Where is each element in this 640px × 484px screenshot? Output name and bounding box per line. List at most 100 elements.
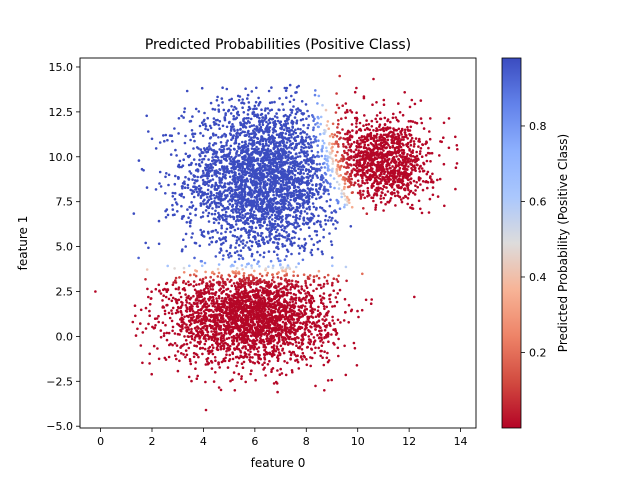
data-point <box>264 196 267 200</box>
data-point <box>207 184 210 187</box>
data-point <box>203 347 207 351</box>
data-point <box>222 154 225 158</box>
data-point <box>234 202 237 205</box>
data-point <box>201 346 205 350</box>
data-point <box>316 144 320 147</box>
data-point <box>188 224 192 228</box>
data-point <box>237 98 241 102</box>
data-point <box>331 149 334 153</box>
data-point <box>267 133 271 137</box>
data-point <box>190 192 194 195</box>
data-point <box>171 329 174 333</box>
data-point <box>151 325 154 329</box>
data-point <box>231 357 235 361</box>
data-point <box>192 174 195 177</box>
data-point <box>188 264 191 268</box>
data-point <box>322 363 326 367</box>
data-point <box>286 137 289 140</box>
data-point <box>184 309 188 313</box>
data-point <box>164 175 167 179</box>
data-point <box>174 148 177 152</box>
data-point <box>311 193 315 196</box>
data-point <box>309 218 313 222</box>
data-point <box>254 185 258 189</box>
data-point <box>157 242 161 246</box>
data-point <box>297 336 300 340</box>
data-point <box>174 174 177 178</box>
data-point <box>308 188 312 191</box>
data-point <box>186 183 190 187</box>
data-point <box>195 269 198 273</box>
data-point <box>182 214 185 218</box>
data-point <box>247 246 250 249</box>
data-point <box>193 185 196 188</box>
data-point <box>299 128 302 131</box>
data-point <box>253 113 257 117</box>
data-point <box>276 369 279 372</box>
data-point <box>236 110 240 114</box>
data-point <box>293 241 296 245</box>
data-point <box>256 140 260 144</box>
data-point <box>169 153 173 156</box>
data-point <box>266 126 270 130</box>
data-point <box>223 237 227 241</box>
data-point <box>305 301 308 305</box>
data-point <box>233 156 236 160</box>
data-point <box>228 358 232 361</box>
data-point <box>252 282 256 286</box>
data-point <box>246 218 249 222</box>
data-point <box>239 254 243 257</box>
data-point <box>279 209 282 212</box>
data-point <box>255 194 259 197</box>
data-point <box>274 130 278 133</box>
data-point <box>196 302 199 306</box>
data-point <box>272 155 275 158</box>
data-point <box>217 271 221 275</box>
data-point <box>232 271 235 274</box>
data-point <box>229 159 232 163</box>
data-point <box>269 149 273 153</box>
data-point <box>328 323 332 327</box>
data-point <box>183 107 187 110</box>
data-point <box>316 150 320 154</box>
data-point <box>306 183 310 187</box>
data-point <box>285 86 289 90</box>
data-point <box>252 221 255 224</box>
data-point <box>228 157 231 161</box>
data-point <box>244 202 247 205</box>
data-point <box>197 312 201 315</box>
data-point <box>297 252 301 255</box>
data-point <box>212 221 216 224</box>
data-point <box>204 270 207 274</box>
data-point <box>183 315 186 319</box>
data-point <box>201 178 205 182</box>
data-point <box>292 350 296 354</box>
data-point <box>214 119 218 122</box>
data-point <box>257 242 261 246</box>
data-point <box>264 187 267 191</box>
data-point <box>316 190 319 194</box>
data-point <box>285 231 288 234</box>
data-point <box>225 288 228 291</box>
data-point <box>217 211 220 215</box>
data-point <box>303 247 307 250</box>
data-point <box>255 347 259 351</box>
data-point <box>328 232 331 235</box>
data-point <box>271 321 274 325</box>
data-point <box>176 210 179 213</box>
data-point <box>137 256 140 260</box>
data-point <box>262 255 266 259</box>
data-point <box>304 169 308 172</box>
data-point <box>276 206 280 210</box>
data-point <box>323 128 326 132</box>
data-point <box>278 108 281 112</box>
data-point <box>311 195 314 199</box>
data-point <box>333 133 337 136</box>
data-point <box>294 157 298 160</box>
data-point <box>175 357 178 361</box>
data-point <box>305 212 309 215</box>
data-point <box>306 179 310 183</box>
data-point <box>282 160 286 164</box>
data-point <box>290 111 294 114</box>
data-point <box>273 310 277 314</box>
